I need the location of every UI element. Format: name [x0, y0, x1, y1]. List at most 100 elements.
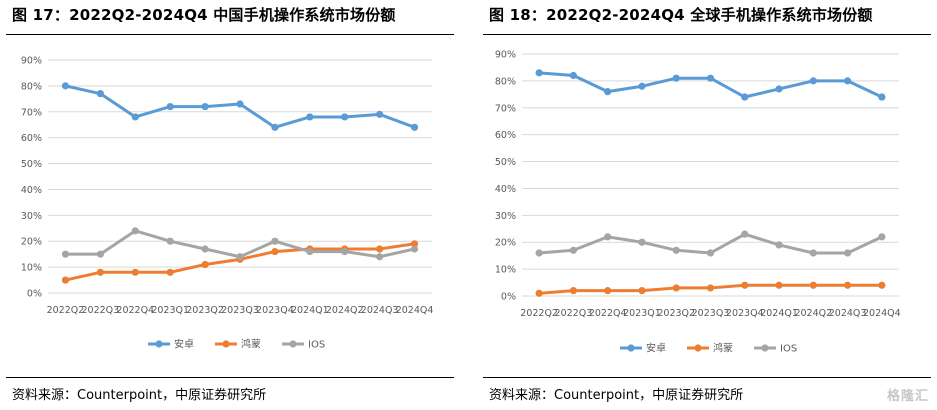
x-tick-label: 2023Q3 — [221, 305, 259, 316]
data-point — [96, 90, 104, 98]
data-point — [410, 123, 419, 131]
data-point — [410, 245, 419, 253]
legend-swatch-marker — [761, 344, 769, 352]
data-point — [843, 249, 852, 257]
chart-panel-global: 图 18：2022Q2-2024Q4 全球手机操作系统市场份额 0% 10% 20%… — [477, 0, 937, 410]
x-tick-label: 2024Q4 — [396, 305, 434, 316]
legend-label: 鸿蒙 — [241, 338, 261, 351]
data-point — [741, 93, 749, 101]
data-point — [61, 250, 70, 258]
title-rule — [6, 34, 454, 35]
data-point — [535, 289, 543, 297]
data-point — [96, 268, 104, 276]
data-point — [535, 69, 543, 77]
data-point — [878, 281, 886, 289]
data-point — [306, 113, 314, 121]
data-point — [843, 281, 852, 289]
data-point — [166, 103, 174, 111]
data-point — [166, 268, 174, 276]
legend-item: 安卓 — [148, 338, 194, 351]
legend-item: 鸿蒙 — [215, 338, 261, 351]
legend-label: IOS — [780, 344, 797, 355]
x-tick-label: 2023Q4 — [726, 308, 764, 319]
legend-swatch-marker — [155, 340, 163, 348]
data-point — [131, 227, 139, 235]
y-tick-label: 80% — [495, 76, 516, 87]
data-point — [604, 88, 612, 96]
y-tick-label: 70% — [21, 107, 42, 118]
data-point — [569, 287, 578, 295]
x-tick-label: 2024Q3 — [361, 305, 399, 316]
y-tick-label: 80% — [21, 81, 42, 92]
x-tick-label: 2023Q2 — [186, 305, 224, 316]
legend-label: 鸿蒙 — [713, 342, 733, 355]
line-chart-global-os-share: 0%10%20%30%40%50%60%70%80%90%2022Q22022Q… — [495, 50, 901, 355]
x-tick-label: 2022Q3 — [82, 305, 120, 316]
data-point — [341, 247, 349, 256]
data-point — [604, 233, 612, 241]
series-line-3 — [65, 229, 415, 259]
data-point — [410, 240, 419, 248]
x-tick-label: 2023Q4 — [256, 305, 294, 316]
data-point — [809, 281, 817, 289]
data-point — [604, 287, 612, 295]
source-note: 资料来源：Counterpoint，中原证券研究所 — [489, 388, 744, 403]
data-point — [706, 284, 715, 292]
y-tick-label: 10% — [495, 265, 516, 276]
legend-item: 安卓 — [620, 342, 666, 355]
y-tick-label: 70% — [495, 103, 516, 114]
chart-title: 图 18：2022Q2-2024Q4 全球手机操作系统市场份额 — [489, 6, 873, 24]
x-tick-label: 2024Q2 — [794, 308, 832, 319]
data-point — [741, 281, 749, 289]
data-point — [535, 249, 543, 257]
line-chart-china-os-share: 0%10%20%30%40%50%60%70%80%90%2022Q22022Q… — [21, 56, 434, 351]
data-point — [236, 100, 244, 108]
x-tick-label: 2024Q1 — [760, 308, 798, 319]
legend-swatch-marker — [289, 340, 297, 348]
data-point — [166, 237, 174, 245]
legend-swatch-marker — [694, 344, 702, 352]
legend-label: IOS — [308, 340, 325, 351]
y-tick-label: 40% — [21, 185, 42, 196]
legend-item: 鸿蒙 — [687, 342, 733, 355]
data-point — [306, 247, 314, 256]
legend-label: 安卓 — [174, 338, 194, 351]
data-point — [341, 113, 349, 121]
data-point — [271, 123, 279, 131]
x-tick-label: 2023Q1 — [623, 308, 661, 319]
x-tick-label: 2022Q3 — [555, 308, 593, 319]
data-point — [271, 237, 279, 245]
y-tick-label: 30% — [495, 211, 516, 222]
data-point — [569, 71, 578, 80]
data-point — [376, 110, 384, 118]
x-tick-label: 2023Q2 — [657, 308, 695, 319]
y-tick-label: 10% — [21, 263, 42, 274]
data-point — [672, 284, 680, 292]
data-point — [672, 74, 680, 82]
y-tick-label: 30% — [21, 211, 42, 222]
data-point — [706, 74, 715, 82]
data-point — [672, 246, 680, 254]
data-point — [638, 82, 646, 90]
x-tick-label: 2022Q2 — [520, 308, 558, 319]
data-point — [775, 85, 783, 93]
data-point — [236, 253, 244, 261]
data-point — [706, 249, 715, 257]
x-tick-label: 2023Q1 — [151, 305, 189, 316]
data-point — [569, 246, 578, 254]
x-tick-label: 2022Q4 — [589, 308, 627, 319]
data-point — [96, 250, 104, 258]
y-tick-label: 90% — [21, 56, 42, 67]
y-tick-label: 50% — [495, 157, 516, 168]
data-point — [376, 253, 384, 261]
data-point — [131, 268, 139, 276]
y-tick-label: 60% — [495, 130, 516, 141]
watermark-logo: 格隆汇 — [886, 389, 929, 404]
x-tick-label: 2022Q2 — [47, 305, 85, 316]
y-tick-label: 40% — [495, 184, 516, 195]
chart-title: 图 17：2022Q2-2024Q4 中国手机操作系统市场份额 — [12, 6, 396, 24]
data-point — [61, 276, 70, 284]
y-tick-label: 60% — [21, 133, 42, 144]
data-point — [201, 245, 209, 253]
legend-swatch-marker — [222, 340, 230, 348]
